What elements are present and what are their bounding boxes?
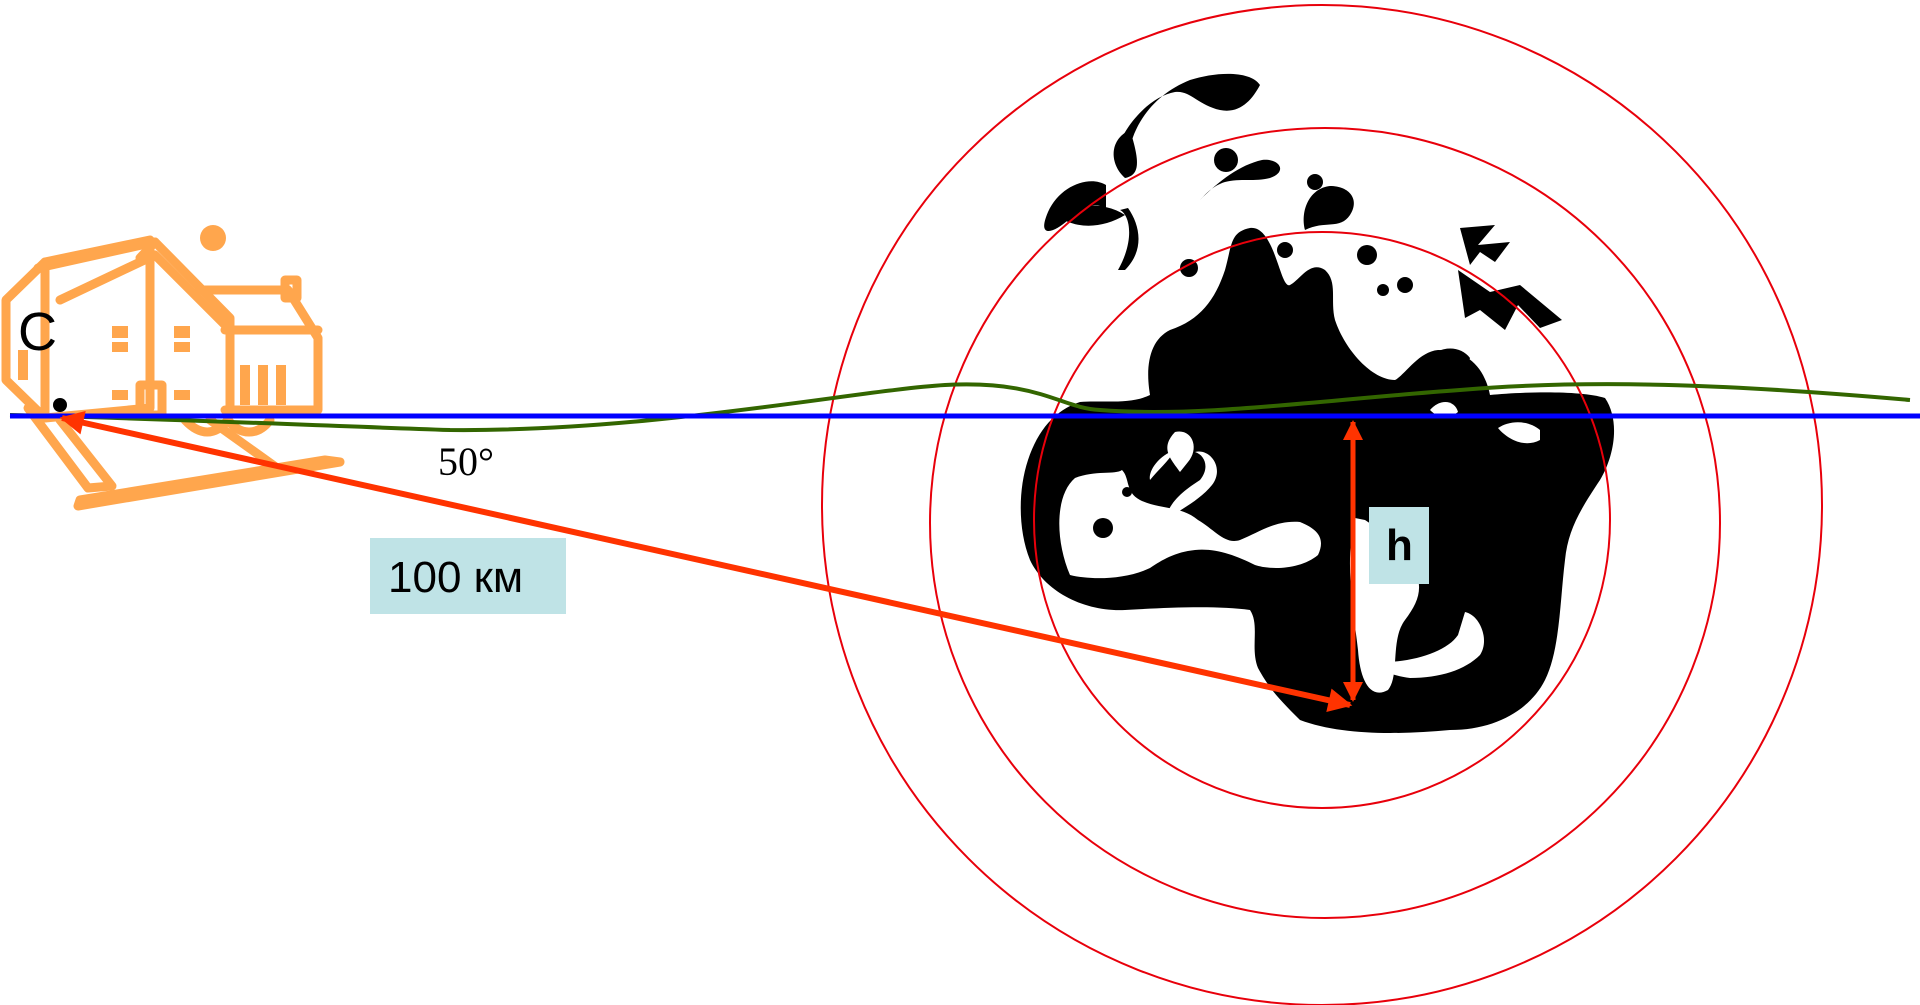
distance-label: 100 км bbox=[388, 553, 523, 602]
depth-label-bg bbox=[1369, 507, 1429, 584]
distance-label-bg bbox=[370, 538, 566, 614]
angle-label: 50° bbox=[438, 439, 494, 484]
depth-label: h bbox=[1386, 521, 1413, 570]
house-icon bbox=[1, 225, 345, 511]
station-point bbox=[53, 398, 67, 412]
distance-arrow bbox=[59, 410, 1353, 713]
station-label: С bbox=[18, 302, 57, 362]
